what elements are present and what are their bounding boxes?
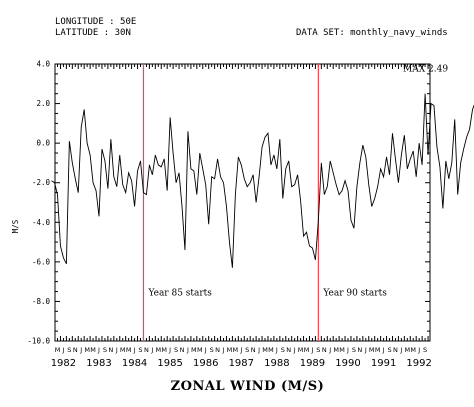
y-tick-label: 2.0: [36, 99, 50, 108]
y-tick-label: -6.0: [32, 257, 51, 266]
x-month-label: S: [138, 346, 142, 354]
x-month-label: S: [67, 346, 71, 354]
y-tick-label: -4.0: [32, 218, 51, 227]
x-month-label: N: [393, 346, 398, 354]
x-month-label: J: [115, 346, 118, 354]
x-month-label: J: [133, 346, 136, 354]
x-month-label: M: [298, 346, 304, 354]
y-tick-label: -10.0: [27, 337, 50, 346]
x-month-label: M: [375, 346, 381, 354]
x-month-label: N: [286, 346, 291, 354]
x-month-label: J: [417, 346, 420, 354]
x-year-label: 1987: [229, 358, 254, 369]
y-axis-ticks: 4.0 2.0 0.0 -2.0 -4.0 -6.0 -8.0 -10.0: [27, 60, 430, 346]
x-year-label: 1982: [51, 358, 76, 369]
latitude-label: LATITUDE : 30N: [55, 28, 131, 38]
x-month-label: M: [155, 346, 161, 354]
y-tick-label: 4.0: [36, 60, 50, 69]
x-month-label: M: [191, 346, 197, 354]
x-month-label: M: [233, 346, 239, 354]
x-month-label: J: [310, 346, 313, 354]
x-month-label: J: [346, 346, 349, 354]
x-year-label: 1985: [157, 358, 182, 369]
year-marker-label: Year 90 starts: [322, 288, 387, 298]
x-month-label: J: [150, 346, 153, 354]
x-month-label: N: [215, 346, 220, 354]
x-month-label: J: [204, 346, 207, 354]
x-month-label: S: [210, 346, 214, 354]
x-axis-title: ZONAL WIND (M/S): [171, 379, 325, 394]
x-month-label: N: [251, 346, 256, 354]
plot-frame: [54, 63, 431, 342]
y-axis-label: M/S: [11, 219, 20, 233]
x-month-label: J: [61, 346, 64, 354]
x-month-label: S: [245, 346, 249, 354]
x-month-label: M: [369, 346, 375, 354]
x-month-label: M: [120, 346, 126, 354]
x-month-label: N: [108, 346, 113, 354]
x-month-label: M: [304, 346, 310, 354]
x-month-label: M: [268, 346, 274, 354]
x-month-label: M: [126, 346, 132, 354]
x-month-label: M: [84, 346, 90, 354]
year-markers: Year 85 starts Year 90 starts: [142, 64, 387, 341]
x-month-label: S: [174, 346, 178, 354]
x-month-label: M: [197, 346, 203, 354]
max-annotation: MAX 2.49: [403, 65, 448, 75]
x-month-label: N: [357, 346, 362, 354]
x-month-label: M: [339, 346, 345, 354]
year-marker-label: Year 85 starts: [147, 288, 212, 298]
x-month-label: M: [404, 346, 410, 354]
x-year-label: 1992: [406, 358, 431, 369]
x-month-label: S: [281, 346, 285, 354]
x-year-label: 1991: [371, 358, 396, 369]
x-month-label: J: [399, 346, 402, 354]
x-month-label: J: [382, 346, 385, 354]
x-month-label: J: [186, 346, 189, 354]
longitude-label: LONGITUDE : 50E: [55, 17, 137, 27]
x-month-label: M: [333, 346, 339, 354]
x-month-label: M: [262, 346, 268, 354]
x-month-label: M: [227, 346, 233, 354]
x-month-label: S: [316, 346, 320, 354]
x-month-label: J: [293, 346, 296, 354]
x-month-label: J: [97, 346, 100, 354]
x-month-label: J: [168, 346, 171, 354]
x-month-label: M: [55, 346, 61, 354]
x-month-label: N: [322, 346, 327, 354]
y-tick-label: -8.0: [32, 297, 51, 306]
x-month-label: S: [387, 346, 391, 354]
dataset-label: DATA SET: monthly_navy_winds: [296, 28, 448, 38]
x-month-label: J: [239, 346, 242, 354]
x-month-label: J: [222, 346, 225, 354]
x-month-label: S: [352, 346, 356, 354]
x-month-label: J: [257, 346, 260, 354]
x-month-label: S: [423, 346, 427, 354]
y-tick-label: 0.0: [36, 139, 50, 148]
x-month-label: M: [90, 346, 96, 354]
x-month-label: J: [275, 346, 278, 354]
x-year-label: 1988: [264, 358, 289, 369]
x-month-label: J: [79, 346, 82, 354]
x-month-label: N: [73, 346, 78, 354]
x-year-label: 1990: [335, 358, 360, 369]
x-year-label: 1989: [300, 358, 325, 369]
x-month-label: M: [410, 346, 416, 354]
x-month-label: S: [103, 346, 107, 354]
x-month-label: J: [364, 346, 367, 354]
series-line: [51, 93, 474, 268]
x-month-label: M: [161, 346, 167, 354]
y-tick-label: -2.0: [32, 178, 51, 187]
x-month-label: N: [144, 346, 149, 354]
x-year-label: 1984: [122, 358, 147, 369]
x-month-label: J: [328, 346, 331, 354]
x-month-label: N: [180, 346, 185, 354]
x-year-label: 1986: [193, 358, 218, 369]
x-year-label: 1983: [86, 358, 111, 369]
